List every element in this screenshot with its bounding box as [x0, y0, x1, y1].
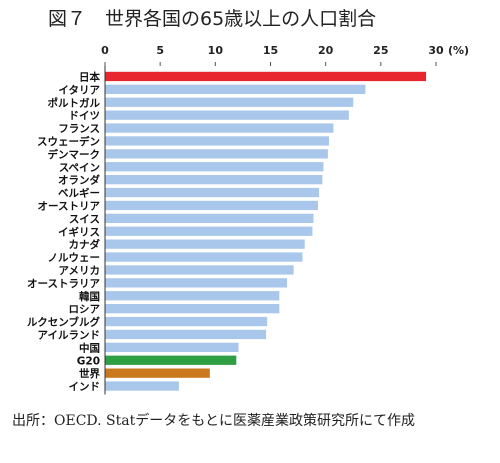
category-label: オランダ: [58, 174, 100, 187]
bar: [105, 342, 239, 352]
x-tick-label: 0: [101, 44, 109, 57]
x-tick-label: 15: [263, 44, 278, 57]
category-label: アメリカ: [59, 265, 100, 277]
bar: [105, 175, 323, 185]
category-label: ベルギー: [58, 187, 100, 200]
bar-chart: 0 5 10 15 20 25 30 (%) 日本イタリアポルトガルドイツフランススウェーデ…: [27, 44, 469, 395]
category-label: 中国: [79, 341, 100, 354]
category-label: G20: [77, 355, 100, 367]
category-label: イタリア: [58, 84, 100, 96]
category-label: アイルランド: [38, 329, 100, 341]
category-label: フランス: [58, 123, 100, 135]
bar: [105, 239, 305, 249]
bar: [105, 265, 294, 275]
bars: [105, 71, 427, 391]
x-axis-ticks: 0 5 10 15 20 25 30: [101, 44, 444, 57]
bar: [105, 213, 314, 223]
bar: [105, 149, 328, 159]
bar: [105, 162, 324, 172]
bar: [105, 381, 179, 391]
category-label: ロシア: [69, 304, 101, 316]
category-labels: 日本イタリアポルトガルドイツフランススウェーデンデンマークスペインオランダベルギ…: [27, 70, 101, 393]
bar: [105, 123, 334, 133]
category-label: ノルウェー: [48, 252, 101, 264]
category-label: オーストラリア: [27, 278, 100, 290]
bar: [105, 200, 318, 211]
x-tick-label: 20: [318, 44, 334, 57]
category-label: 世界: [79, 367, 100, 380]
bar: [105, 84, 366, 94]
source-note: 出所：OECD. Statデータをもとに医薬産業政策研究所にて作成: [12, 413, 415, 429]
x-tick-label: 5: [156, 44, 164, 57]
x-tick-label: 10: [208, 44, 224, 57]
bar: [105, 355, 237, 365]
x-axis-unit: (%): [448, 44, 469, 57]
category-label: イギリス: [58, 225, 100, 238]
category-label: スペイン: [59, 162, 100, 174]
category-label: カナダ: [69, 238, 101, 251]
bar: [105, 110, 349, 120]
x-tick-label: 25: [373, 44, 388, 57]
bar: [105, 329, 267, 340]
category-label: インド: [69, 381, 101, 393]
category-label: スイス: [69, 213, 100, 225]
bar: [105, 278, 288, 288]
bar: [105, 252, 303, 262]
bar: [105, 316, 268, 327]
category-label: デンマーク: [48, 148, 101, 161]
category-label: 日本: [79, 70, 100, 83]
bar: [105, 368, 210, 378]
chart-title: 図７ 世界各国の65歳以上の人口割合: [48, 8, 377, 30]
category-label: ポルトガル: [48, 96, 101, 109]
category-label: ドイツ: [69, 110, 101, 122]
bar: [105, 97, 354, 107]
category-label: スウェーデン: [37, 135, 100, 148]
x-axis-ticklines: [104, 62, 437, 66]
bar: [105, 187, 320, 198]
bar: [105, 226, 313, 236]
category-label: ルクセンブルグ: [27, 316, 101, 329]
bar: [105, 291, 280, 301]
bar: [105, 71, 427, 82]
x-tick-label: 30: [428, 44, 444, 57]
category-label: オーストリア: [38, 200, 101, 212]
category-label: 韓国: [79, 290, 100, 303]
bar: [105, 136, 329, 146]
bar: [105, 304, 280, 314]
